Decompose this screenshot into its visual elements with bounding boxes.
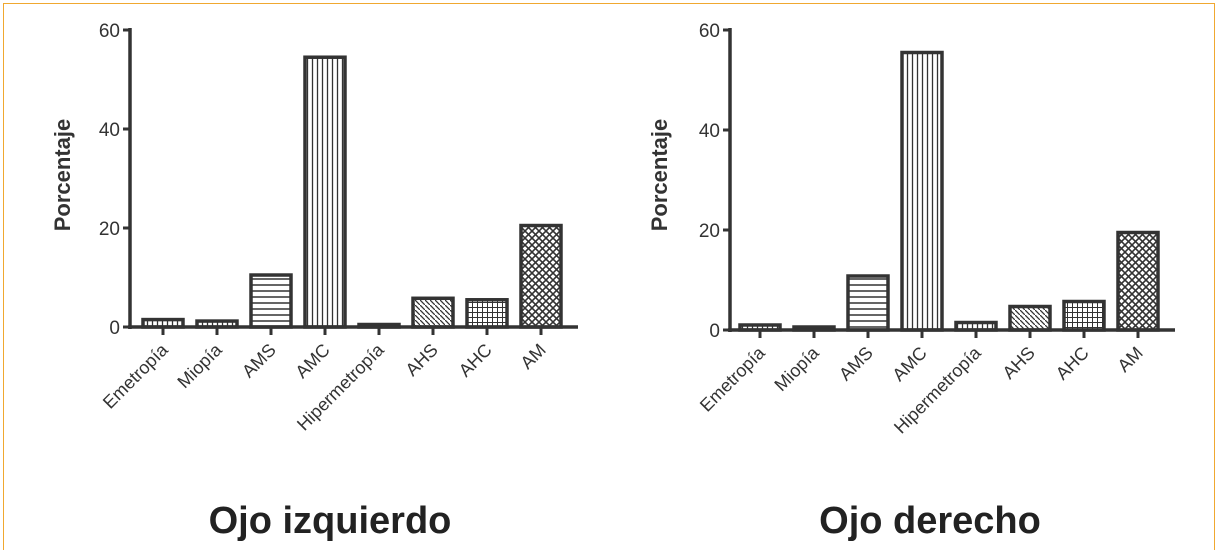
y-tick-label: 40 xyxy=(99,120,120,141)
bar-ams xyxy=(249,273,293,329)
x-tick-label: AMS xyxy=(238,340,280,382)
chart-title-right: Ojo derecho xyxy=(819,500,1041,542)
x-tick-label: Emetropía xyxy=(696,342,770,416)
x-tick-label: AMC xyxy=(888,343,930,385)
x-tick-label: Miopía xyxy=(173,339,226,392)
bar-amc xyxy=(303,55,347,329)
y-tick-label: 0 xyxy=(109,318,120,339)
figure-frame xyxy=(3,3,1215,550)
y-tick-label: 60 xyxy=(99,21,120,42)
y-tick-label: 40 xyxy=(699,121,720,142)
x-tick-label: AM xyxy=(1114,343,1147,376)
y-tick-label: 20 xyxy=(699,221,720,242)
x-tick-label: AHS xyxy=(999,343,1039,383)
bar-amc xyxy=(900,50,944,332)
bar-ahs xyxy=(411,296,455,329)
bar-ams xyxy=(846,274,890,332)
x-tick-label: AHC xyxy=(455,340,496,381)
bar-am xyxy=(1116,230,1160,332)
bar-am xyxy=(519,223,563,329)
bar-ahs xyxy=(1008,304,1052,332)
y-tick-label: 0 xyxy=(709,321,720,342)
y-tick-label: 20 xyxy=(99,219,120,240)
x-tick-label: Emetropía xyxy=(99,339,173,413)
y-axis-label: Porcentaje xyxy=(647,119,672,232)
bar-ahc xyxy=(1062,299,1106,332)
x-tick-label: AMS xyxy=(835,343,877,385)
x-tick-label: Miopía xyxy=(770,342,823,395)
y-axis-label: Porcentaje xyxy=(50,119,75,232)
chart-title-left: Ojo izquierdo xyxy=(208,500,452,542)
y-tick-label: 60 xyxy=(699,21,720,42)
x-tick-label: AHS xyxy=(402,340,442,380)
x-tick-label: AHC xyxy=(1052,343,1093,384)
x-tick-label: AM xyxy=(517,340,550,373)
bar-ahc xyxy=(465,298,509,329)
x-tick-label: AMC xyxy=(291,340,333,382)
